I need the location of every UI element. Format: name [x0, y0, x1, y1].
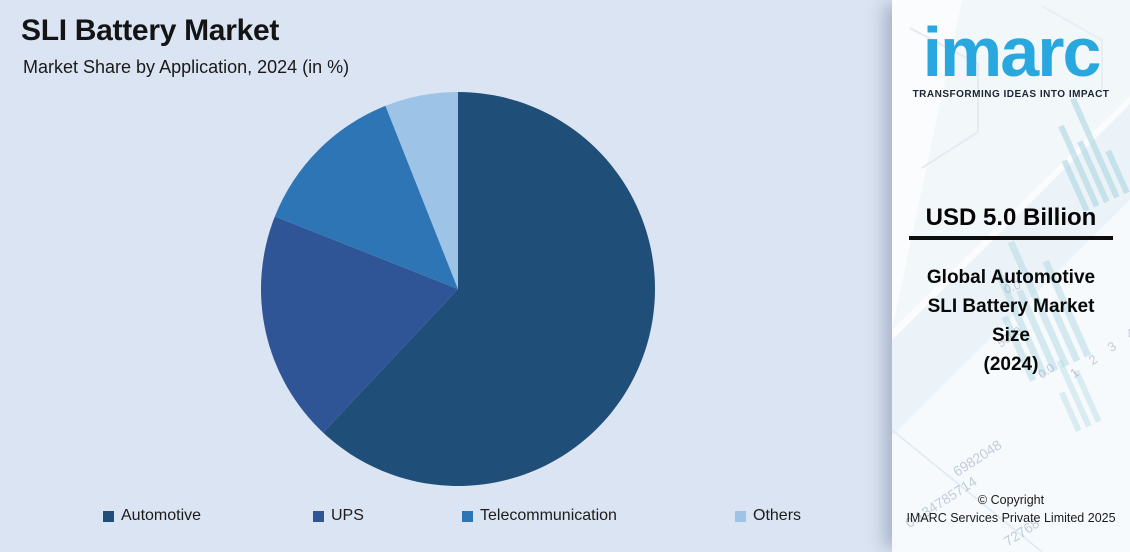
chart-panel: SLI Battery Market Market Share by Appli…: [21, 14, 802, 524]
pie-slice-telecommunication: [274, 105, 458, 289]
pie-slice-automotive: [323, 92, 655, 486]
copyright-line: IMARC Services Private Limited 2025: [906, 511, 1116, 525]
market-headline: Global Automotive SLI Battery Market Siz…: [892, 263, 1130, 379]
headline-line: SLI Battery Market: [927, 296, 1095, 317]
pie-slice-ups: [260, 216, 458, 433]
pie-chart: [260, 92, 655, 486]
copyright-line: © Copyright: [977, 493, 1045, 507]
imarc-logo-wordmark: imarc: [922, 13, 1102, 91]
chart-subtitle: Market Share by Application, 2024 (in %): [23, 57, 350, 77]
divider-line: [909, 236, 1113, 240]
headline-line: (2024): [983, 354, 1039, 375]
imarc-logo-tagline: TRANSFORMING IDEAS INTO IMPACT: [912, 89, 1110, 100]
pie-slice-others: [385, 92, 458, 289]
market-value: USD 5.0 Billion: [925, 204, 1097, 231]
sidebar-watermark-graphic: [892, 0, 1130, 552]
headline-line: Global Automotive: [926, 267, 1096, 288]
branding-sidebar: 0.0 5000 1 2 3 4 0.0 6982048 0.134785714…: [892, 0, 1130, 552]
headline-line: Size: [991, 325, 1031, 346]
chart-title: SLI Battery Market: [21, 14, 280, 47]
copyright-block: © Copyright IMARC Services Private Limit…: [892, 491, 1130, 527]
